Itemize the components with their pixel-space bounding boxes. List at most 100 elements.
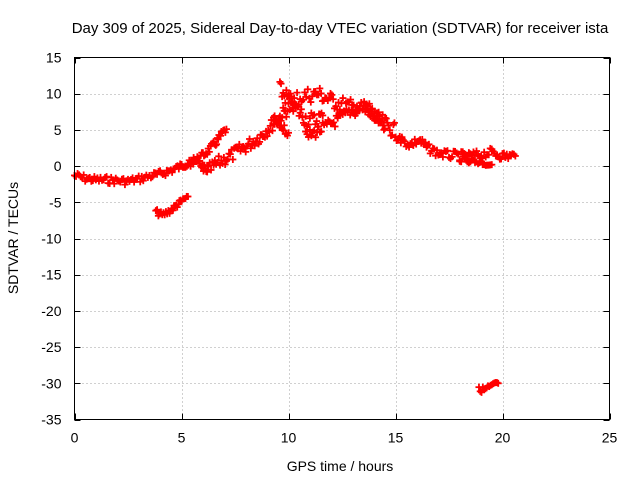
data-point (169, 206, 177, 214)
data-point (304, 121, 312, 129)
data-point (339, 94, 347, 102)
data-point (374, 114, 382, 122)
data-point (222, 125, 230, 133)
data-point (221, 160, 229, 168)
data-point (90, 173, 98, 181)
data-point (306, 126, 314, 134)
data-point (326, 118, 334, 126)
data-point (479, 383, 487, 391)
y-tick-label: -15 (41, 267, 61, 283)
data-point (204, 162, 212, 170)
data-point (83, 175, 91, 183)
data-point (182, 163, 190, 171)
data-point (167, 166, 175, 174)
data-point (329, 95, 337, 103)
data-point (173, 203, 181, 211)
data-point (462, 155, 470, 163)
data-point (278, 93, 286, 101)
data-point (152, 207, 160, 215)
y-tick-label: 15 (46, 50, 62, 66)
y-axis-label: SDTVAR / TECUs (5, 182, 21, 294)
data-point (251, 142, 259, 150)
data-point (289, 107, 297, 115)
data-point (310, 111, 318, 119)
data-point (436, 151, 444, 159)
data-point (340, 107, 348, 115)
data-point (148, 173, 156, 181)
data-point (190, 154, 198, 162)
data-point (213, 140, 221, 148)
data-point (399, 136, 407, 144)
data-point (296, 109, 304, 117)
data-point (171, 164, 179, 172)
data-point (290, 94, 298, 102)
data-point (383, 119, 391, 127)
data-marks (71, 78, 519, 396)
data-point (298, 97, 306, 105)
data-point (332, 102, 340, 110)
data-point (273, 118, 281, 126)
data-point (378, 115, 386, 123)
data-point (460, 150, 468, 158)
data-point (392, 133, 399, 141)
data-point (133, 174, 141, 182)
x-tick-label: 15 (388, 430, 404, 446)
data-point (314, 122, 322, 130)
data-point (217, 156, 225, 164)
data-point (196, 157, 204, 165)
data-point (479, 154, 487, 162)
data-point (451, 147, 459, 155)
data-point (211, 156, 219, 164)
data-point (268, 127, 276, 135)
data-point (161, 211, 169, 219)
data-point (298, 113, 306, 121)
data-point (316, 84, 324, 92)
data-point (459, 152, 467, 160)
y-tick-label: 0 (54, 158, 62, 174)
data-point (430, 145, 438, 153)
data-point (285, 129, 292, 137)
data-point (485, 383, 493, 391)
data-point (86, 173, 94, 181)
data-point (101, 174, 109, 182)
data-point (408, 139, 416, 147)
data-point (304, 133, 312, 141)
data-point (216, 161, 224, 169)
data-point (415, 137, 423, 145)
data-point (371, 108, 379, 116)
data-point (326, 89, 334, 97)
data-point (475, 383, 483, 391)
data-point (401, 137, 409, 145)
data-point (447, 155, 455, 163)
segment-afternoon-decay (398, 135, 519, 164)
data-point (109, 176, 117, 184)
data-point (501, 153, 509, 161)
data-point (425, 140, 433, 148)
data-point (279, 89, 287, 97)
data-point (409, 141, 417, 149)
data-point (301, 88, 309, 96)
data-point (337, 99, 345, 107)
data-point (478, 388, 486, 396)
data-point (177, 196, 185, 204)
data-point (469, 156, 477, 164)
data-point (276, 123, 284, 131)
data-point (246, 135, 254, 143)
data-point (205, 148, 213, 156)
data-point (270, 113, 278, 121)
data-point (184, 193, 192, 201)
data-point (365, 100, 373, 108)
data-point (314, 91, 322, 99)
data-point (474, 160, 482, 168)
data-point (278, 125, 286, 133)
data-point (510, 150, 518, 158)
data-point (295, 112, 303, 120)
series-sdtvar (71, 78, 519, 396)
data-point (350, 101, 358, 109)
data-point (494, 153, 502, 161)
data-point (181, 194, 189, 202)
data-point (282, 86, 290, 94)
x-tick-label: 5 (178, 430, 186, 446)
data-point (364, 107, 372, 115)
